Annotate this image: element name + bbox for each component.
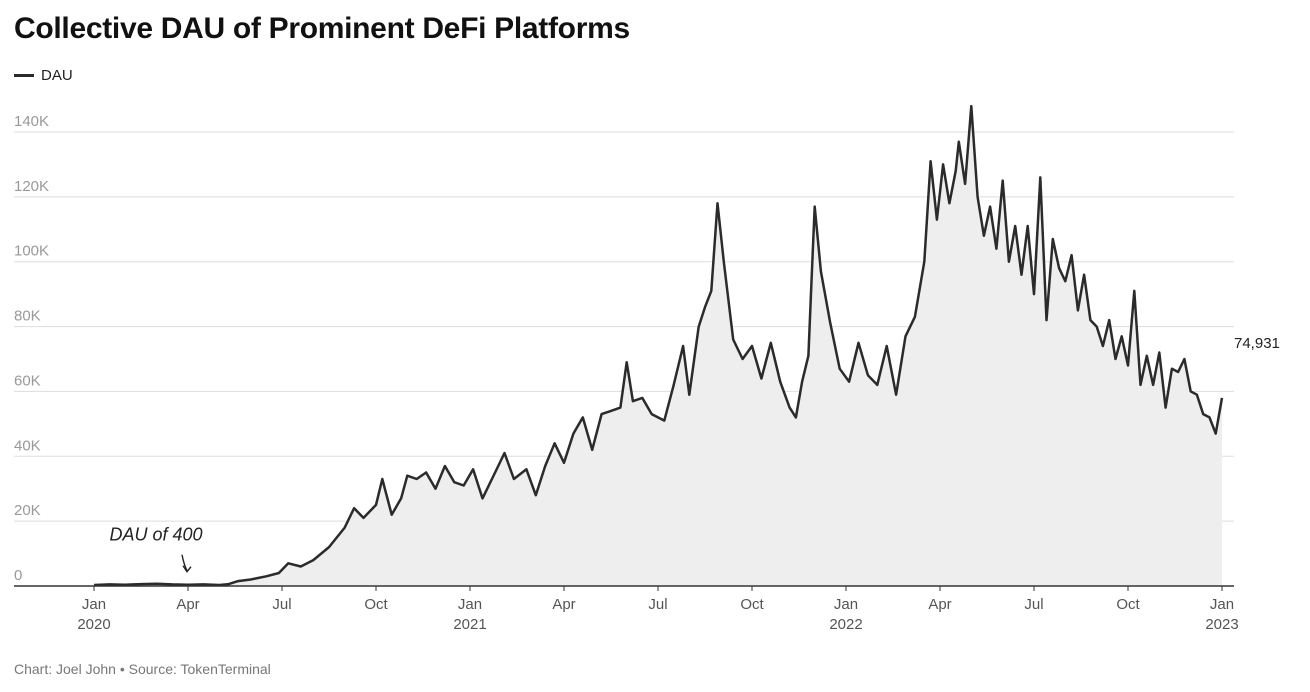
y-tick-label: 60K	[14, 372, 41, 389]
chart-title: Collective DAU of Prominent DeFi Platfor…	[14, 12, 630, 45]
legend: DAU	[14, 67, 73, 84]
annotation-label: DAU of 400	[109, 525, 202, 545]
x-tick-label: Jan	[834, 596, 858, 613]
x-tick-label: Jan	[1210, 596, 1234, 613]
annotation-arrow	[181, 554, 188, 572]
x-tick-label: Jul	[272, 596, 291, 613]
x-tick-label: Jan	[458, 596, 482, 613]
credit-text: Chart: Joel John	[14, 661, 116, 677]
last-value-label: 74,931	[1234, 335, 1280, 352]
y-tick-label: 80K	[14, 308, 41, 325]
annotation-arrowhead	[182, 565, 192, 573]
x-tick-year-label: 2021	[453, 616, 486, 633]
footer: Chart: Joel John • Source: TokenTerminal	[14, 661, 271, 677]
x-tick-label: Jul	[1024, 596, 1043, 613]
y-tick-label: 20K	[14, 502, 41, 519]
x-tick-label: Oct	[364, 596, 388, 613]
dau-area-fill	[94, 106, 1222, 586]
x-tick-label: Apr	[176, 596, 199, 613]
x-tick-label: Oct	[1116, 596, 1140, 613]
x-tick-year-label: 2023	[1205, 616, 1238, 633]
x-tick-label: Apr	[928, 596, 951, 613]
x-tick-year-label: 2020	[77, 616, 110, 633]
y-tick-label: 120K	[14, 178, 49, 195]
legend-line-swatch	[14, 74, 34, 77]
y-tick-label: 40K	[14, 437, 41, 454]
y-tick-label: 100K	[14, 243, 49, 260]
dau-series-line	[93, 104, 1224, 587]
footer-separator: •	[119, 661, 125, 677]
x-tick-label: Jul	[648, 596, 667, 613]
y-tick-label: 0	[14, 567, 22, 584]
x-tick-year-label: 2022	[829, 616, 862, 633]
x-tick-label: Oct	[740, 596, 764, 613]
legend-label: DAU	[41, 67, 73, 84]
source-text: Source: TokenTerminal	[128, 661, 271, 677]
y-tick-label: 140K	[14, 113, 49, 130]
x-tick-label: Jan	[82, 596, 106, 613]
x-tick-label: Apr	[552, 596, 575, 613]
